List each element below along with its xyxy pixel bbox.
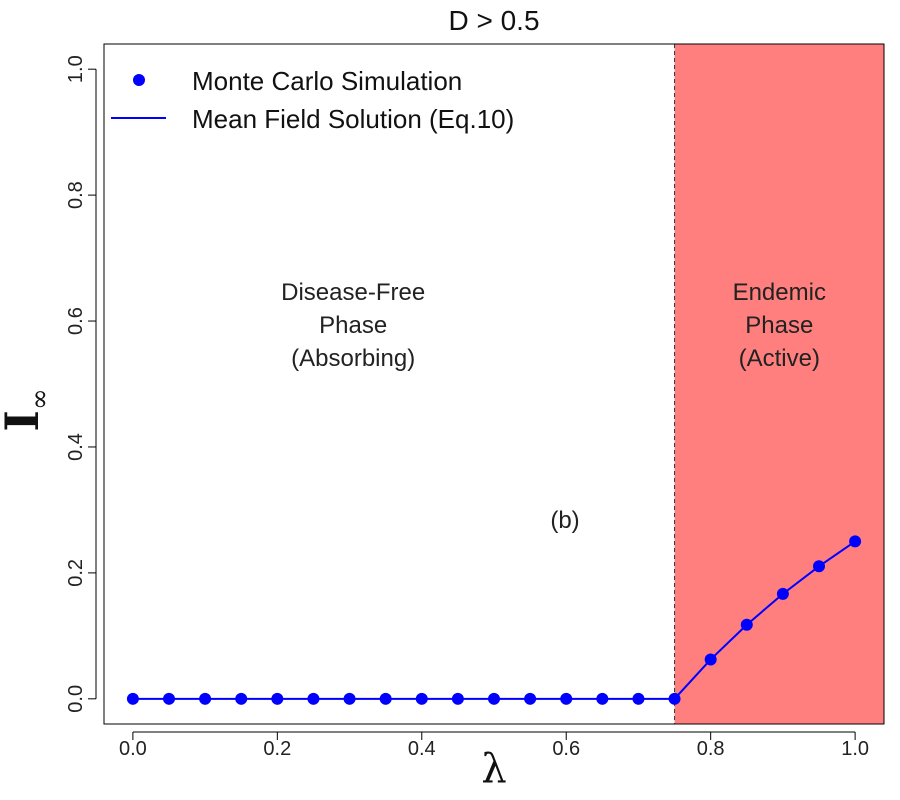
monte-carlo-point (776, 587, 789, 600)
monte-carlo-point (740, 618, 753, 631)
endemic-region (674, 44, 884, 724)
legend-marker-point (133, 74, 145, 86)
plot-frame (103, 43, 885, 725)
legend-entry-mean-field: Mean Field Solution (Eq.10) (192, 104, 514, 134)
legend-entry-monte-carlo: Monte Carlo Simulation (192, 66, 462, 96)
monte-carlo-point (596, 692, 609, 705)
chart-title: D > 0.5 (448, 5, 539, 36)
endemic-region-group (674, 44, 884, 724)
monte-carlo-point (704, 653, 717, 666)
monte-carlo-point (524, 692, 537, 705)
y-tick-label: 0.8 (65, 181, 87, 209)
series-layer (126, 535, 862, 705)
monte-carlo-point (126, 692, 139, 705)
monte-carlo-point (813, 560, 825, 573)
monte-carlo-point (163, 692, 175, 705)
monte-carlo-point (451, 692, 464, 705)
monte-carlo-point (235, 692, 248, 705)
monte-carlo-point (668, 692, 681, 705)
region-label-line: Phase (319, 312, 387, 339)
x-tick-label: 0.0 (119, 738, 147, 760)
y-tick-label: 1.0 (65, 55, 87, 83)
region-label-line: Endemic (733, 279, 826, 306)
y-axis-title: I∞ (0, 388, 55, 431)
region-label-line: Disease-Free (281, 279, 425, 306)
x-tick-label: 0.2 (263, 738, 291, 760)
x-tick-label: 0.6 (552, 738, 580, 760)
monte-carlo-point (343, 692, 356, 705)
x-tick-label: 0.8 (697, 738, 725, 760)
region-label-line: (Active) (739, 345, 820, 372)
x-axis-title: λ (481, 746, 506, 792)
panel-label: (b) (550, 507, 579, 534)
y-tick-label: 0.0 (65, 685, 87, 713)
monte-carlo-point (199, 692, 212, 705)
monte-carlo-point (307, 692, 320, 705)
y-tick-label: 0.2 (65, 559, 87, 587)
legend: Monte Carlo Simulation Mean Field Soluti… (111, 66, 514, 134)
x-tick-label: 0.4 (408, 738, 436, 760)
y-tick-label: 0.6 (65, 307, 87, 335)
monte-carlo-point (379, 692, 392, 705)
x-tick-label: 1.0 (841, 738, 869, 760)
monte-carlo-point (488, 692, 500, 705)
monte-carlo-point (271, 692, 284, 705)
monte-carlo-point (632, 692, 645, 705)
monte-carlo-point (415, 692, 428, 705)
x-axis: 0.0 0.2 0.4 0.6 0.8 1.0 (119, 731, 869, 760)
y-tick-label: 0.4 (65, 433, 87, 461)
y-axis: 0.0 0.2 0.4 0.6 0.8 1.0 (65, 55, 97, 713)
monte-carlo-point (560, 692, 573, 705)
region-label-line: Phase (745, 312, 813, 339)
region-label-line: (Absorbing) (291, 345, 415, 372)
region-labels: Disease-Free Phase (Absorbing) Endemic Phase… (281, 279, 826, 372)
monte-carlo-point (849, 535, 862, 548)
